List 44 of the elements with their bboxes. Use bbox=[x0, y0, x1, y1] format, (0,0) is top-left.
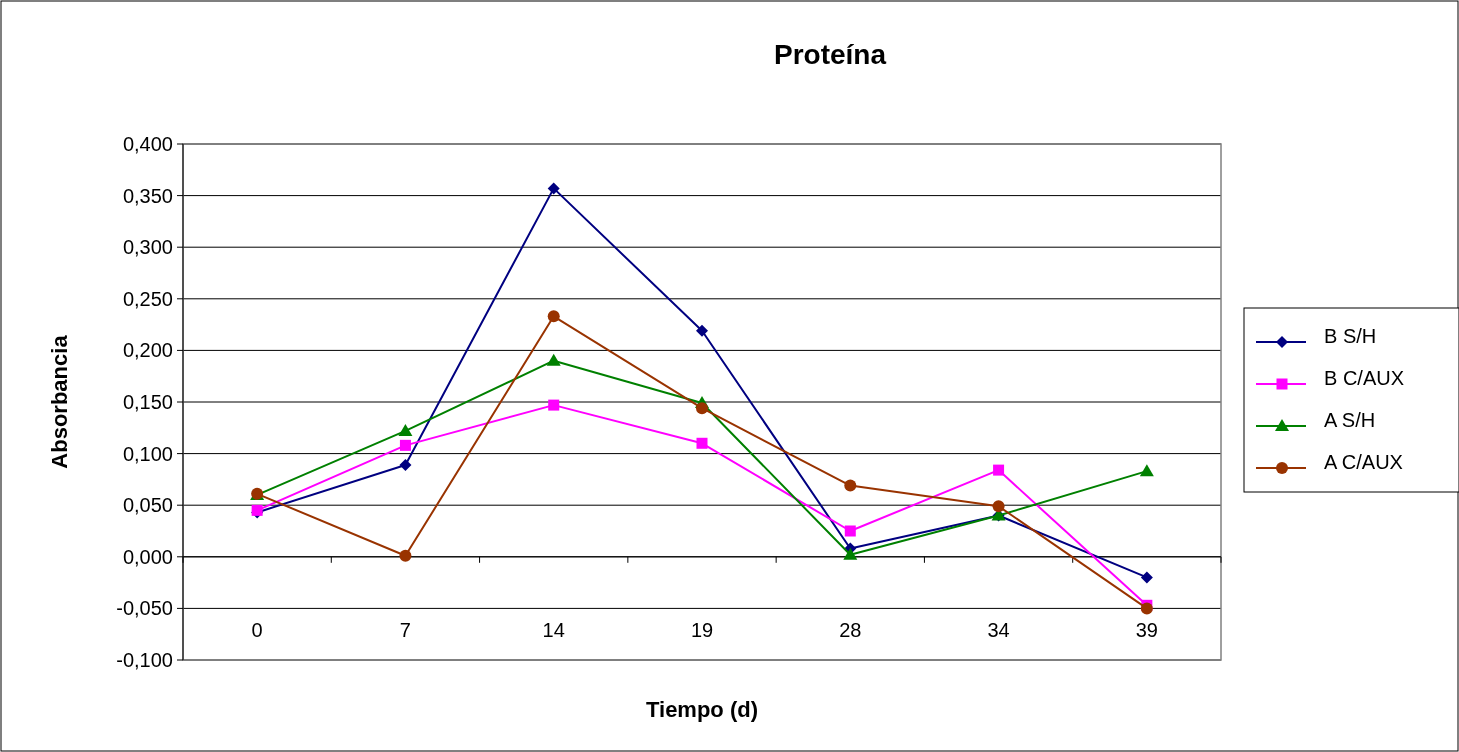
point bbox=[992, 500, 1005, 513]
point bbox=[546, 353, 561, 366]
y-tick-label: 0,000 bbox=[122, 545, 173, 568]
x-axis-title: Tiempo (d) bbox=[645, 697, 759, 722]
point bbox=[696, 402, 708, 415]
legend-label: A C/AUX bbox=[1324, 451, 1403, 473]
y-axis-title: Absorbancia bbox=[47, 334, 72, 469]
point bbox=[696, 437, 708, 449]
point bbox=[548, 399, 560, 411]
point bbox=[399, 549, 412, 562]
x-tick-label: 28 bbox=[839, 618, 862, 641]
point bbox=[547, 182, 560, 195]
point bbox=[547, 310, 560, 323]
y-tick-label: 0,150 bbox=[122, 391, 173, 413]
point bbox=[843, 547, 858, 560]
y-tick-label: 0,050 bbox=[122, 494, 173, 517]
x-tick-label: 0 bbox=[251, 618, 263, 641]
y-tick-label: 0,100 bbox=[122, 442, 173, 465]
point bbox=[696, 324, 708, 337]
y-tick-label: 0,200 bbox=[122, 339, 173, 362]
y-tick-label: 0,250 bbox=[122, 287, 173, 310]
point bbox=[399, 458, 412, 471]
legend-label: A S/H bbox=[1324, 409, 1376, 431]
point bbox=[1140, 571, 1153, 584]
point bbox=[844, 479, 857, 492]
y-tick-label: 0,300 bbox=[122, 236, 173, 259]
x-tick-label: 34 bbox=[987, 618, 1010, 641]
point bbox=[399, 439, 411, 451]
y-tick-label: -0,050 bbox=[116, 597, 173, 620]
x-tick-label: 7 bbox=[399, 618, 411, 641]
point bbox=[1139, 464, 1154, 477]
y-tick-label: 0,350 bbox=[122, 184, 173, 207]
point bbox=[398, 423, 413, 436]
x-tick-label: 14 bbox=[542, 618, 565, 641]
chart-title: Proteína bbox=[773, 39, 887, 70]
point bbox=[844, 525, 856, 537]
point bbox=[993, 464, 1005, 476]
point bbox=[1140, 602, 1153, 615]
legend-label: B S/H bbox=[1324, 325, 1377, 347]
x-tick-label: 39 bbox=[1135, 618, 1158, 641]
y-tick-label: 0,400 bbox=[122, 133, 173, 155]
y-tick-label: -0,100 bbox=[116, 649, 173, 671]
x-tick-label: 19 bbox=[690, 618, 714, 641]
legend-label: B C/AUX bbox=[1324, 367, 1405, 389]
